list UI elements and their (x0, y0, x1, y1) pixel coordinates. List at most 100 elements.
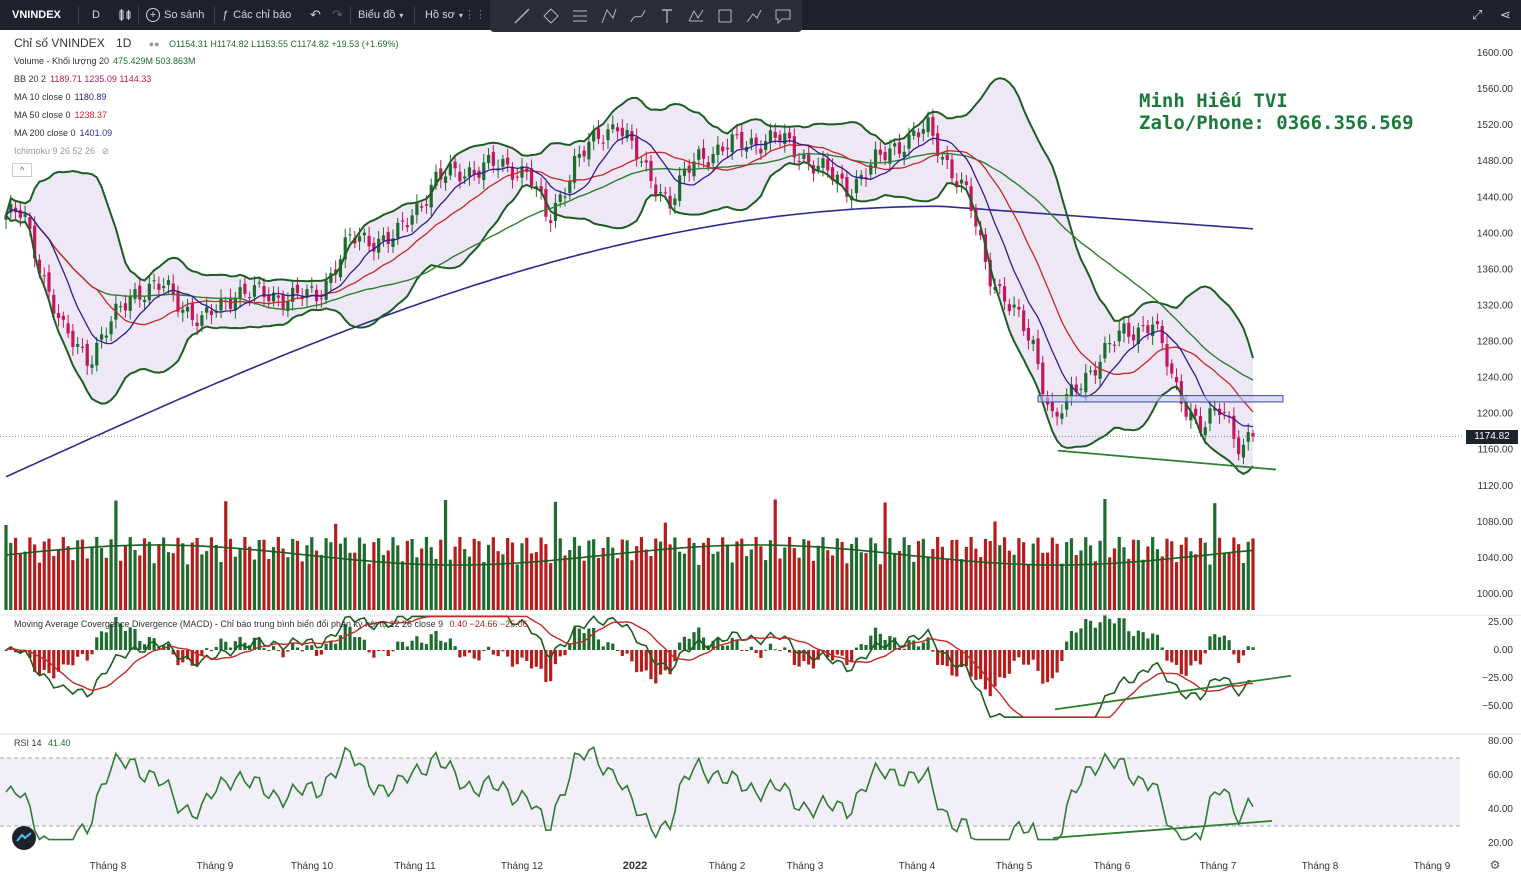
legend-ma200[interactable]: MA 200 close 0 1401.09 (14, 128, 112, 138)
legend-title[interactable]: Chỉ số VNINDEX (14, 36, 105, 50)
macd-histogram-bar (840, 650, 844, 656)
pattern-icon[interactable] (599, 6, 619, 26)
candle (482, 162, 486, 181)
volume-bar (1079, 550, 1083, 610)
candle (1170, 363, 1174, 374)
projection-icon[interactable] (744, 6, 764, 26)
legend-ichimoku[interactable]: Ichimoku 9 26 52 26 ⊘ (14, 146, 109, 157)
share-icon[interactable]: ⋖ (1500, 7, 1511, 22)
macd-histogram-bar (897, 647, 902, 650)
candle (964, 181, 968, 186)
legend-bb[interactable]: BB 20 2 1189.71 1235.09 1144.33 (14, 74, 151, 84)
fullscreen-icon[interactable]: ⤢ (1472, 7, 1483, 22)
macd-histogram-bar (1007, 650, 1011, 674)
bollinger-basis-line (5, 152, 1254, 381)
support-zone-rect[interactable] (1037, 395, 1284, 403)
profile-button[interactable]: Hồ sơ ▾ (425, 0, 463, 30)
volume-bar (845, 563, 849, 610)
macd-histogram-bar (1213, 634, 1217, 650)
volume-bar (826, 550, 830, 610)
text-icon[interactable] (657, 6, 677, 26)
candle (85, 343, 89, 366)
macd-histogram-bar (515, 650, 519, 665)
candle (1079, 388, 1083, 390)
macd-histogram-bar (1203, 650, 1207, 654)
macd-histogram-bar (214, 646, 218, 650)
rectangle-icon[interactable] (715, 6, 735, 26)
time-axis-label: 2022 (623, 860, 647, 872)
candle (1055, 411, 1059, 417)
indicators-button[interactable]: ƒ Các chỉ báo (222, 0, 291, 30)
candle (463, 176, 467, 179)
volume-bar (744, 556, 749, 610)
volume-bar (128, 537, 132, 610)
candle (897, 142, 902, 154)
macd-histogram-bar (568, 643, 572, 650)
legend-ma10[interactable]: MA 10 close 0 1180.89 (14, 92, 106, 102)
legend-volume[interactable]: Volume - Khối lượng 20 475.429M 503.863M (14, 56, 196, 66)
price-trendline[interactable] (1057, 449, 1277, 471)
macd-histogram-bar (1189, 650, 1193, 666)
fib-icon[interactable] (570, 6, 590, 26)
macd-histogram-bar (1237, 650, 1241, 663)
macd-axis-label: −50.00 (1482, 701, 1513, 712)
interval-button[interactable]: D (92, 9, 100, 21)
volume-bar (1017, 538, 1021, 610)
redo-icon[interactable]: ↷ (332, 7, 343, 22)
chart-type-button[interactable]: Biểu đồ ▾ (358, 0, 403, 30)
price-axis-label: 1400.00 (1477, 228, 1514, 239)
volume-bar (463, 549, 467, 610)
macd-histogram-bar (553, 650, 558, 665)
volume-bar (429, 547, 433, 610)
volume-bar (577, 545, 581, 610)
symbol-search[interactable]: VNINDEX (12, 9, 61, 21)
macd-histogram-bar (228, 647, 233, 650)
macd-histogram-bar (1198, 650, 1203, 665)
candle (1155, 321, 1160, 325)
macd-trendline[interactable] (1054, 674, 1292, 711)
volume-bar (133, 550, 137, 610)
rsi-trendline[interactable] (1052, 820, 1273, 839)
shape-icon[interactable] (541, 6, 561, 26)
bar-style-button[interactable] (118, 0, 132, 30)
macd-line (5, 615, 1254, 719)
volume-bar (1026, 563, 1031, 610)
macd-histogram-bar (205, 648, 209, 650)
candle (888, 148, 892, 164)
trend-line-icon[interactable] (512, 6, 532, 26)
brush-icon[interactable] (628, 6, 648, 26)
macd-legend[interactable]: Moving Average Covergence Divergence (MA… (14, 619, 528, 629)
macd-histogram-bar (993, 650, 997, 687)
xabcd-icon[interactable] (686, 6, 706, 26)
more-icon[interactable]: ⋮⋮ (464, 9, 486, 21)
rsi-legend[interactable]: RSI 14 41.40 (14, 738, 71, 748)
settings-gear-icon[interactable]: ⚙ (1490, 858, 1501, 872)
macd-histogram-bar (768, 643, 773, 650)
macd-histogram-bar (725, 645, 730, 650)
macd-histogram-bar (152, 638, 156, 650)
chart-area[interactable]: 1600.00 1560.00 1520.00 1480.00 1440.00 1400.… (0, 30, 1521, 874)
candle (998, 284, 1002, 286)
volume-bar (95, 537, 99, 610)
macd-histogram-bar (1141, 632, 1145, 650)
comment-icon[interactable] (773, 6, 793, 26)
legend-collapse-button[interactable]: ^ (12, 163, 32, 177)
tradingview-logo-icon[interactable] (12, 826, 36, 850)
toolbar-divider (138, 6, 139, 24)
candle (37, 259, 42, 274)
candle (955, 181, 959, 187)
macd-histogram-bar (539, 650, 543, 669)
macd-histogram-bar (792, 650, 796, 666)
candle (797, 161, 801, 163)
eye-off-icon[interactable]: ⊘ (101, 146, 110, 156)
undo-icon[interactable]: ↶ (310, 7, 321, 22)
macd-histogram-bar (157, 646, 161, 650)
macd-histogram-bar (678, 642, 682, 650)
compare-button[interactable]: + So sánh (146, 0, 204, 30)
legend-ma50-label: MA 50 close 0 (14, 110, 71, 120)
chart-canvas[interactable]: 1600.00 1560.00 1520.00 1480.00 1440.00 1400.… (0, 30, 1521, 874)
macd-histogram-bar (415, 636, 419, 650)
candle (783, 133, 787, 144)
legend-ma50[interactable]: MA 50 close 0 1238.37 (14, 110, 107, 120)
volume-bar (907, 544, 911, 610)
